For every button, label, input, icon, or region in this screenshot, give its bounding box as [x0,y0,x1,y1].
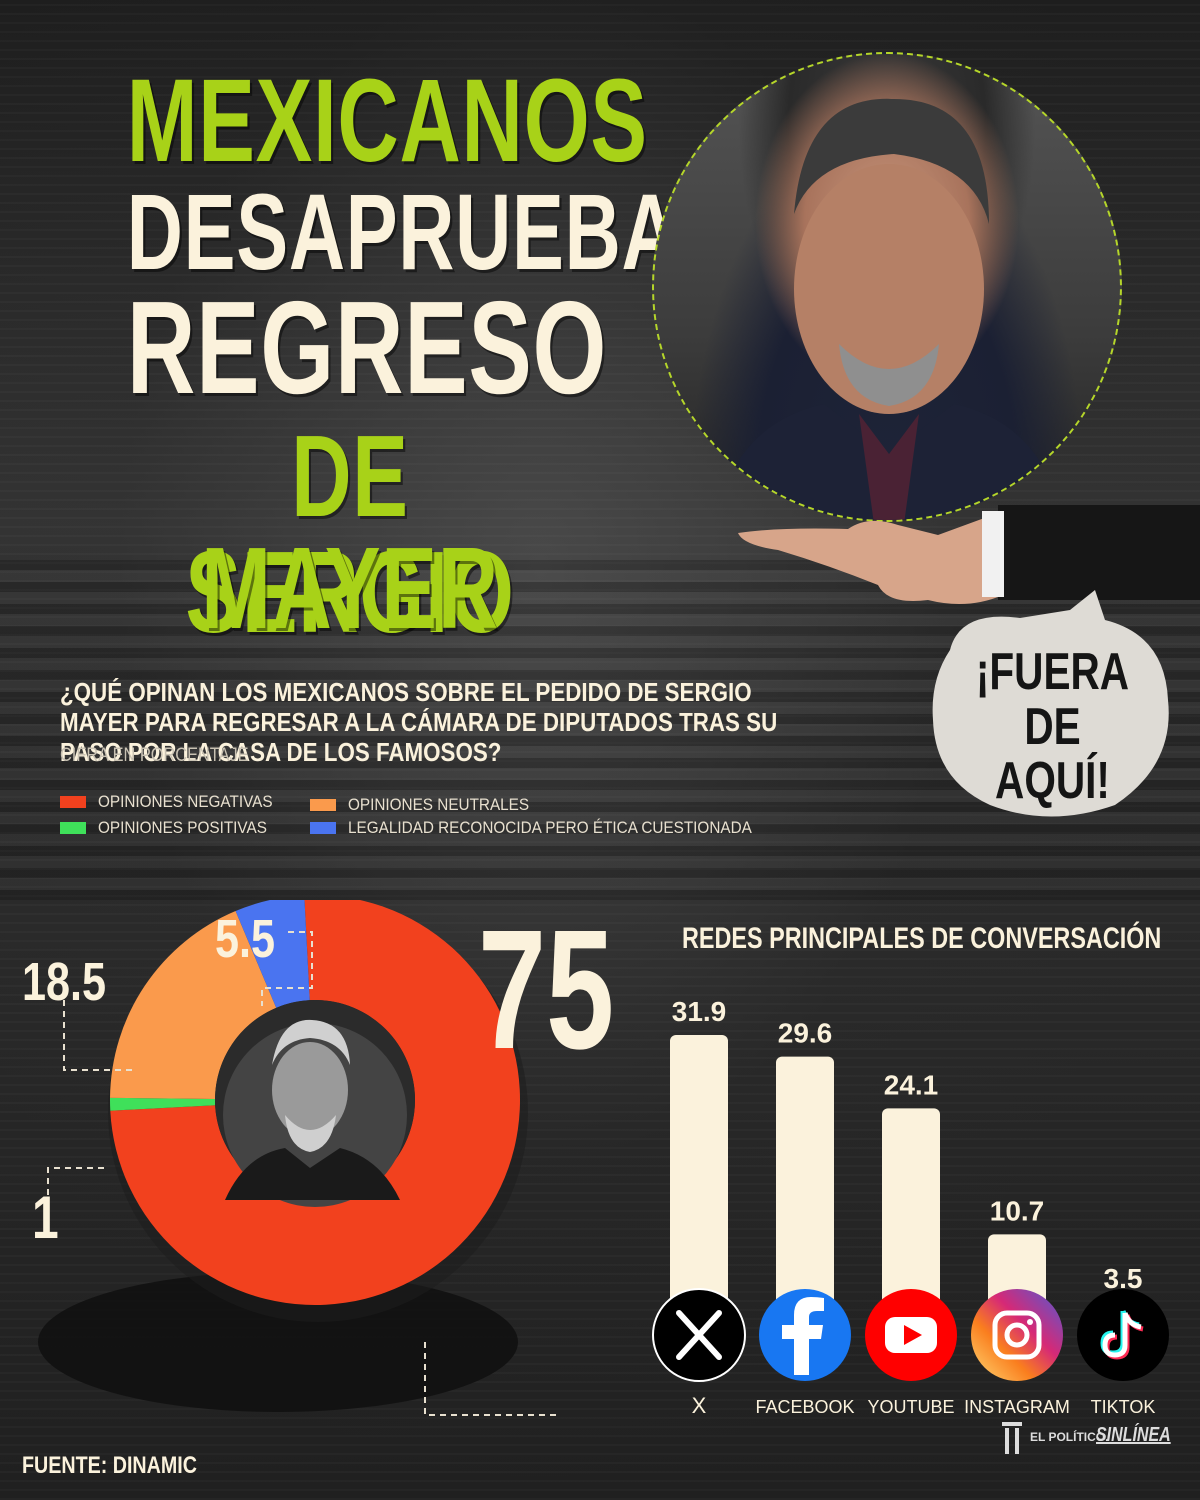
el-politico-mark-icon [1002,1422,1022,1454]
bar-chart: 31.9 X 29.6 FACEBOOK 24.1 YOUTUBE 10.7 INST… [652,996,1169,1418]
bar-category-label: INSTAGRAM [964,1397,1070,1417]
bar-x [670,1035,728,1345]
legend-swatch-negative [60,796,86,808]
bar-chart-title: REDES PRINCIPALES DE CONVERSACIÓN [682,922,1162,955]
legend-item-neutral: OPINIONES NEUTRALES [310,795,549,815]
leader-line-75 [424,1340,560,1416]
donut-label-75: 75 [478,895,615,1085]
title-line-5: MAYER [201,523,499,653]
donut-label-1: 1 [32,1184,59,1251]
title-line-4: DE SERGIO [185,411,515,657]
leader-lines [47,931,560,1416]
bar-value-label: 31.9 [672,996,727,1027]
bar-category-label: X [692,1393,707,1418]
youtube-icon [865,1289,957,1381]
title-line-2: DESAPRUEBAN [126,171,736,292]
legend-label-negative: OPINIONES NEGATIVAS [98,792,273,811]
center-portrait [223,1019,407,1207]
legend-item-positive: OPINIONES POSITIVAS [60,818,286,838]
donut-slice-1 [110,900,520,1305]
legend-label-neutral: OPINIONES NEUTRALES [348,795,530,814]
bar-value-label: 24.1 [884,1069,939,1100]
donut-base-shadow [38,1272,518,1412]
bar-value-label: 29.6 [778,1018,833,1049]
bar-value-label: 10.7 [990,1195,1045,1226]
bar-facebook [776,1056,834,1345]
bar-youtube [882,1108,940,1345]
leader-line-5-5 [261,931,313,1006]
donut-slice-2 [110,1097,216,1111]
legend-label-positive: OPINIONES POSITIVAS [98,818,267,837]
unit-note: CIFRA EN PORCENTAJE [60,745,249,766]
legend-item-legal: LEGALIDAD RECONOCIDA PERO ÉTICA CUESTION… [310,818,797,838]
title-line-1: MEXICANOS [126,55,648,187]
leader-line-18-5 [63,1000,135,1071]
speech-bubble-text: ¡FUERA DE AQUÍ! [975,643,1130,811]
donut-label-5-5: 5.5 [215,909,276,969]
legend-item-negative: OPINIONES NEGATIVAS [60,792,292,812]
leader-line-1 [47,1167,108,1195]
portrait-photo [652,52,1122,522]
sinlinea-logo: SINLÍNEA [1096,1424,1171,1446]
x-logo-icon [652,1288,746,1382]
pointing-hand [738,505,1200,604]
bar-category-label: YOUTUBE [867,1397,954,1417]
donut-slice-4 [235,900,310,1008]
el-politico-text: EL POLÍTICO. [1030,1430,1109,1445]
instagram-icon [971,1289,1063,1381]
source-note: FUENTE: DINAMIC [22,1452,197,1479]
legend-swatch-positive [60,822,86,834]
legend-swatch-legal [310,822,336,834]
bar-category-label: TIKTOK [1091,1397,1156,1417]
legend-label-legal: LEGALIDAD RECONOCIDA PERO ÉTICA CUESTION… [348,818,752,837]
bar-category-label: FACEBOOK [755,1397,854,1417]
facebook-icon [759,1289,851,1381]
survey-question: ¿QUÉ OPINAN LOS MEXICANOS SOBRE EL PEDID… [60,677,778,767]
donut-chart [38,900,560,1416]
donut-label-18-5: 18.5 [22,952,107,1012]
title-line-3: REGRESO [126,274,608,421]
donut-slice-3 [110,911,277,1099]
legend-swatch-neutral [310,799,336,811]
el-politico-logo: EL POLÍTICO. [1000,1418,1108,1458]
tiktok-icon [1077,1289,1169,1381]
speech-bubble [932,590,1169,817]
bar-value-label: 3.5 [1104,1263,1143,1294]
